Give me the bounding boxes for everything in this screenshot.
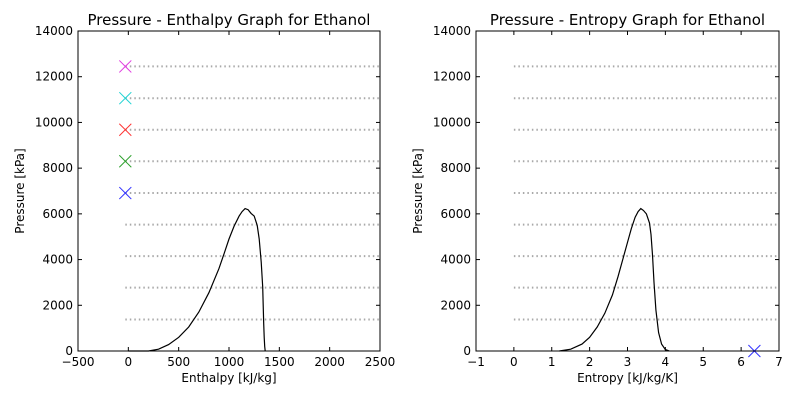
saturation-dome-line: [559, 207, 670, 352]
marker-stroke: [118, 186, 132, 200]
y-tick-label: 2000: [440, 298, 471, 312]
marker-stroke: [118, 60, 132, 73]
y-axis-label: Pressure [kPa]: [13, 148, 27, 233]
y-tick-label: 8000: [42, 161, 73, 175]
x-tick-label: 1500: [264, 355, 295, 369]
x-tick-label: 1000: [214, 355, 245, 369]
point-marker: [118, 60, 132, 73]
y-tick-label: 2000: [42, 298, 73, 312]
chart-panel-2: Pressure - Entropy Graph for Ethanol−1 0 1…: [411, 11, 783, 385]
y-tick-label: 4000: [42, 253, 73, 267]
y-tick-label: 6000: [440, 207, 471, 221]
y-tick-label: 6000: [42, 207, 73, 221]
y-tick-label: 12000: [433, 70, 471, 84]
x-axis-label: Entropy [kJ/kg/K]: [577, 371, 678, 385]
y-tick-label: 14000: [35, 24, 73, 38]
x-tick-label: 1: [548, 355, 556, 369]
y-tick-label: 12000: [35, 70, 73, 84]
y-axis-label: Pressure [kPa]: [411, 148, 425, 233]
marker-stroke: [118, 123, 132, 137]
x-tick-label: 500: [167, 355, 190, 369]
marker-stroke: [118, 91, 132, 105]
x-tick-label: 0: [510, 355, 518, 369]
x-tick-label: 2000: [314, 355, 345, 369]
x-tick-label: 2: [586, 355, 594, 369]
point-marker: [118, 154, 132, 168]
x-tick-label: 5: [699, 355, 707, 369]
y-tick-label: 8000: [440, 161, 471, 175]
x-tick-label: 6: [737, 355, 745, 369]
y-tick-label: 14000: [433, 24, 471, 38]
x-tick-label: 3: [624, 355, 632, 369]
x-tick-label: 2500: [365, 355, 396, 369]
x-tick-label: −500: [62, 355, 95, 369]
x-tick-label: 4: [662, 355, 670, 369]
marker-stroke: [118, 154, 132, 168]
plot-frame: [475, 30, 780, 352]
y-tick-label: 4000: [440, 253, 471, 267]
x-tick-label: 0: [125, 355, 133, 369]
y-tick-label: 0: [463, 344, 471, 358]
x-axis-label: Enthalpy [kJ/kg]: [181, 371, 276, 385]
point-marker: [118, 123, 132, 137]
y-tick-label: 10000: [433, 115, 471, 129]
point-marker: [118, 91, 132, 105]
y-tick-label: 0: [65, 344, 73, 358]
chart-panel-1: Pressure - Enthalpy Graph for Ethanol −50…: [13, 11, 395, 385]
saturation-dome-line: [128, 207, 266, 352]
chart-title: Pressure - Enthalpy Graph for Ethanol: [88, 11, 371, 29]
chart-title: Pressure - Entropy Graph for Ethanol: [490, 11, 765, 29]
x-tick-label: −1: [467, 355, 485, 369]
point-marker: [118, 186, 132, 200]
x-tick-label: 7: [775, 355, 783, 369]
y-tick-label: 10000: [35, 115, 73, 129]
